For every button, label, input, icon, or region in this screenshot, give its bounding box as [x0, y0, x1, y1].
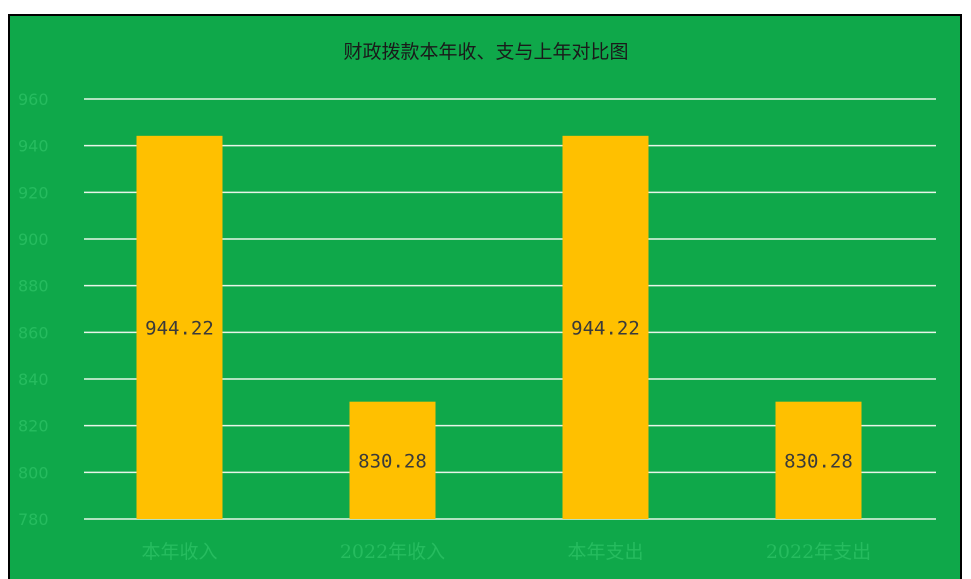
data-labels: 944.22 830.28 944.22 830.28 [145, 317, 853, 472]
y-tick-label: 780 [18, 510, 49, 529]
y-tick-label: 880 [18, 277, 49, 296]
data-label: 830.28 [358, 450, 427, 472]
bars [136, 135, 862, 519]
y-tick-label: 940 [18, 137, 49, 156]
bar [562, 135, 649, 519]
x-tick-label: 2022年支出 [766, 541, 871, 563]
x-tick-label: 本年支出 [567, 541, 643, 563]
chart-frame [8, 14, 962, 579]
gridlines [84, 98, 936, 520]
data-label: 944.22 [145, 317, 214, 339]
y-tick-label: 960 [18, 90, 49, 109]
x-tick-label: 本年收入 [141, 541, 217, 563]
bar [775, 401, 862, 519]
y-tick-label: 900 [18, 230, 49, 249]
y-tick-label: 800 [18, 463, 49, 482]
y-tick-label: 920 [18, 183, 49, 202]
y-tick-label: 840 [18, 370, 49, 389]
data-label: 944.22 [571, 317, 640, 339]
bar [136, 135, 223, 519]
x-axis-ticks: 本年收入 2022年收入 本年支出 2022年支出 [141, 541, 871, 563]
y-tick-label: 860 [18, 323, 49, 342]
data-label: 830.28 [784, 450, 853, 472]
bar [349, 401, 436, 519]
chart-title: 财政拨款本年收、支与上年对比图 [343, 41, 628, 63]
y-axis-ticks: 780 800 820 840 860 880 900 920 940 960 [18, 90, 49, 529]
x-tick-label: 2022年收入 [340, 541, 445, 563]
y-tick-label: 820 [18, 417, 49, 436]
